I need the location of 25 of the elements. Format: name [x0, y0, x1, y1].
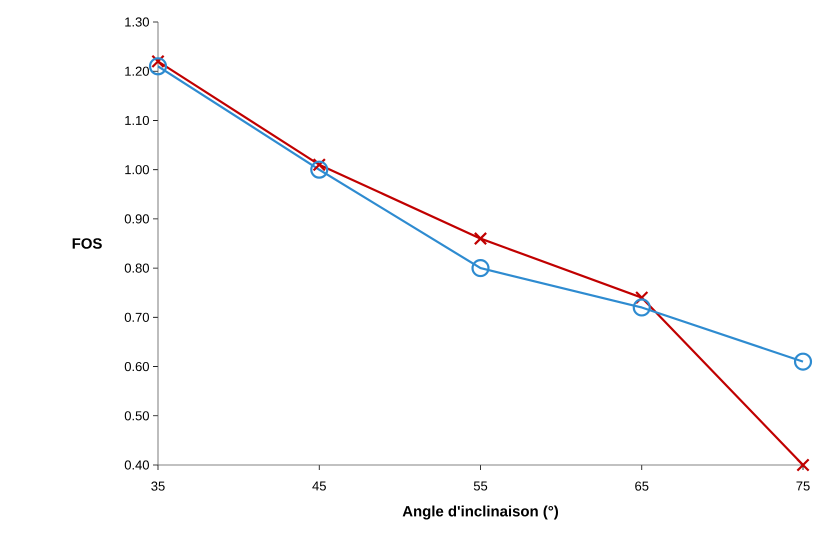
x-tick-label: 75 [796, 482, 810, 491]
y-tick-label: 0.90 [124, 214, 149, 224]
y-tick-label: 0.40 [124, 460, 149, 470]
point [471, 259, 490, 278]
y-tick-label: 0.60 [124, 362, 149, 372]
y-tick-label: 0.80 [124, 264, 149, 273]
y-tick-label: 1.10 [125, 116, 149, 126]
x-tick-label: 35 [151, 482, 165, 491]
point [794, 352, 812, 371]
y-tick-label: 0.50 [124, 411, 149, 420]
y-tick-label: 1.20 [125, 66, 149, 76]
x-axis-title: Angle d'inclinaison (°) [402, 506, 558, 520]
point [474, 232, 488, 246]
x-tick-label: 65 [635, 482, 648, 491]
point [632, 298, 651, 317]
x-tick-label: 45 [312, 482, 326, 491]
point [796, 458, 810, 472]
y-tick-label: 1.00 [125, 165, 149, 174]
y-axis-title: FOS [72, 238, 102, 249]
point [310, 160, 328, 179]
point [148, 57, 168, 76]
y-tick-label: 1.30 [125, 17, 149, 27]
y-tick-label: 0.70 [124, 312, 149, 322]
x-tick-label: 55 [474, 482, 488, 491]
point [635, 290, 648, 304]
